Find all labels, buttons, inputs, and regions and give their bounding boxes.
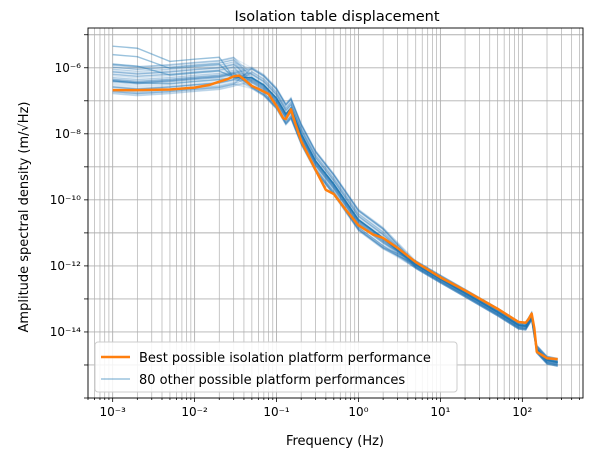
y-tick-label: 10⁻⁶ xyxy=(55,61,82,75)
other-platform-line xyxy=(112,67,558,363)
other-platform-line xyxy=(112,74,558,362)
other-platform-line xyxy=(112,57,558,367)
other-platform-line xyxy=(112,61,558,367)
other-platform-line xyxy=(112,62,558,365)
other-platform-line xyxy=(112,72,558,362)
x-tick-label: 10⁻³ xyxy=(99,405,126,419)
other-platform-line xyxy=(112,78,558,363)
other-platform-line xyxy=(112,69,558,364)
other-platform-line xyxy=(112,79,558,367)
other-platform-line xyxy=(112,71,558,365)
other-platform-line xyxy=(112,71,558,365)
other-platform-line xyxy=(112,72,558,367)
other-platform-line xyxy=(112,63,558,363)
other-platform-line xyxy=(112,53,558,364)
other-platform-line xyxy=(112,61,558,366)
other-platform-line xyxy=(112,73,558,366)
chart-title: Isolation table displacement xyxy=(234,9,439,25)
other-platform-line xyxy=(112,59,558,367)
other-platform-line xyxy=(112,83,558,363)
other-platform-line xyxy=(112,65,558,366)
other-platform-lines xyxy=(112,45,558,368)
other-platform-line xyxy=(112,61,558,365)
other-platform-line xyxy=(112,65,558,366)
other-platform-line xyxy=(112,63,558,363)
other-platform-line xyxy=(112,72,558,362)
other-platform-line xyxy=(112,71,558,364)
other-platform-line xyxy=(112,59,558,364)
best-platform-line-group xyxy=(112,74,558,361)
other-platform-line xyxy=(112,72,558,365)
x-tick-label: 10⁻² xyxy=(181,405,208,419)
legend-box xyxy=(94,341,458,393)
legend-label-other: 80 other possible platform performances xyxy=(139,373,405,388)
other-platform-line xyxy=(112,63,558,363)
other-platform-line xyxy=(112,77,558,364)
other-platform-line xyxy=(112,72,558,363)
legend: Best possible isolation platform perform… xyxy=(94,341,458,393)
other-platform-line xyxy=(112,67,558,362)
other-platform-line xyxy=(112,71,558,367)
other-platform-line xyxy=(112,71,558,366)
other-platform-line xyxy=(112,68,558,363)
other-platform-line xyxy=(112,66,558,366)
x-tick-label: 10⁰ xyxy=(348,405,368,419)
other-platform-line xyxy=(112,56,558,366)
other-platform-line xyxy=(112,58,558,364)
other-platform-line xyxy=(112,76,558,367)
x-axis-label: Frequency (Hz) xyxy=(286,434,384,449)
other-platform-line xyxy=(112,66,558,366)
axis-ticks: 10⁻³ 10⁻² 10⁻¹ 10⁰ 10¹ 10² 10⁻¹⁴ 10⁻¹² 10⁻¹⁰ 10⁻⁸… xyxy=(50,34,581,419)
other-platform-line xyxy=(112,77,558,364)
other-platform-line xyxy=(112,83,558,364)
other-platform-line xyxy=(112,73,558,362)
other-platform-line xyxy=(112,67,558,366)
other-platform-line xyxy=(112,81,558,365)
other-platform-line xyxy=(112,68,558,363)
legend-label-best: Best possible isolation platform perform… xyxy=(139,351,431,366)
x-tick-label: 10² xyxy=(512,405,532,419)
plot-frame xyxy=(87,27,584,399)
best-platform-line xyxy=(112,74,558,361)
y-tick-label: 10⁻⁸ xyxy=(55,127,82,141)
x-tick-label: 10¹ xyxy=(430,405,450,419)
other-platform-line xyxy=(112,57,558,364)
other-platform-line xyxy=(112,68,558,362)
other-platform-line xyxy=(112,70,558,367)
other-platform-line xyxy=(112,80,558,364)
other-platform-line xyxy=(112,69,558,366)
y-axis-label: Amplitude spectral density (m/√Hz) xyxy=(17,102,32,333)
other-platform-line xyxy=(112,83,558,366)
other-platform-line xyxy=(112,80,558,363)
y-tick-label: 10⁻¹² xyxy=(50,259,81,273)
y-tick-label: 10⁻¹⁰ xyxy=(50,193,81,207)
other-platform-line xyxy=(112,79,558,362)
other-platform-line xyxy=(112,67,558,362)
other-platform-line xyxy=(112,81,558,368)
other-platform-line xyxy=(112,59,558,366)
other-platform-line xyxy=(112,56,558,366)
y-tick-label: 10⁻¹⁴ xyxy=(50,325,81,339)
other-platform-line xyxy=(112,71,558,365)
other-platform-line xyxy=(112,66,558,363)
other-platform-line xyxy=(112,64,558,365)
other-platform-line xyxy=(112,62,558,363)
other-platform-line xyxy=(112,63,558,364)
other-platform-line xyxy=(112,45,558,364)
other-platform-line xyxy=(112,59,558,364)
other-platform-line xyxy=(112,67,558,364)
x-tick-label: 10⁻¹ xyxy=(263,405,290,419)
other-platform-line xyxy=(112,69,558,366)
